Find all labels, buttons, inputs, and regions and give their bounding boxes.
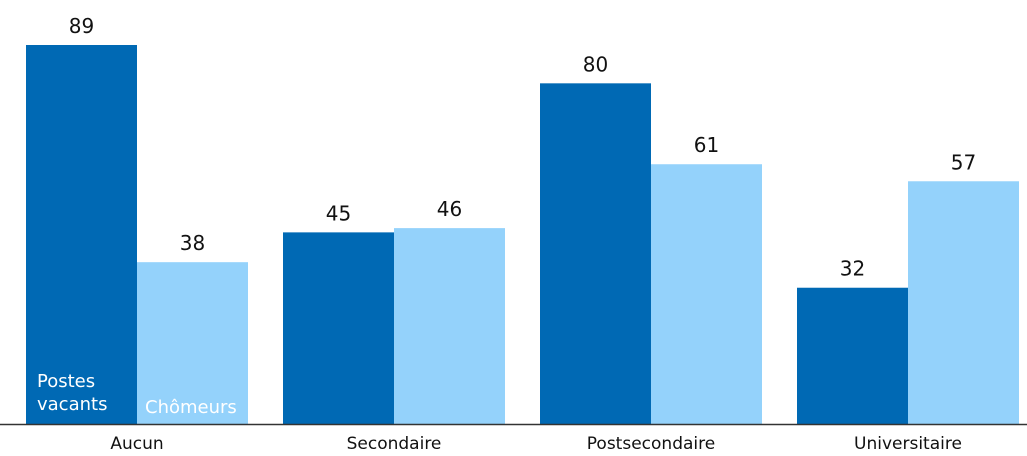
value-label: 32	[840, 257, 865, 281]
value-label: 61	[694, 133, 719, 157]
value-label: 46	[437, 197, 462, 221]
bar-secondaire-postes-vacants	[283, 232, 394, 424]
category-labels-group: Aucun Secondaire Postsecondaire Universitai…	[110, 434, 962, 454]
bar-aucun-chomeurs	[137, 262, 248, 424]
bar-universitaire-postes-vacants	[797, 287, 908, 424]
value-label: 89	[69, 14, 94, 38]
value-label: 57	[951, 150, 976, 174]
category-label: Secondaire	[347, 434, 442, 452]
bar-secondaire-chomeurs	[394, 228, 505, 424]
value-label: 45	[326, 201, 351, 225]
bar-postsecondaire-postes-vacants	[540, 83, 651, 425]
bar-postsecondaire-chomeurs	[651, 164, 762, 424]
value-label: 38	[180, 231, 205, 255]
bar-universitaire-chomeurs	[908, 181, 1019, 424]
bars-group	[26, 45, 1019, 425]
category-label: Universitaire	[854, 434, 962, 452]
value-labels-group: 89 38 45 46 80 61 32 57	[69, 14, 976, 281]
category-label: Aucun	[110, 434, 163, 452]
category-label: Postsecondaire	[587, 434, 715, 452]
bar-aucun-postes-vacants	[26, 45, 137, 424]
series-label-postes-vacants: Postes	[37, 371, 95, 392]
series-label-chomeurs: Chômeurs	[145, 397, 237, 418]
series-label-postes-vacants: vacants	[37, 394, 107, 415]
value-label: 80	[583, 52, 608, 76]
